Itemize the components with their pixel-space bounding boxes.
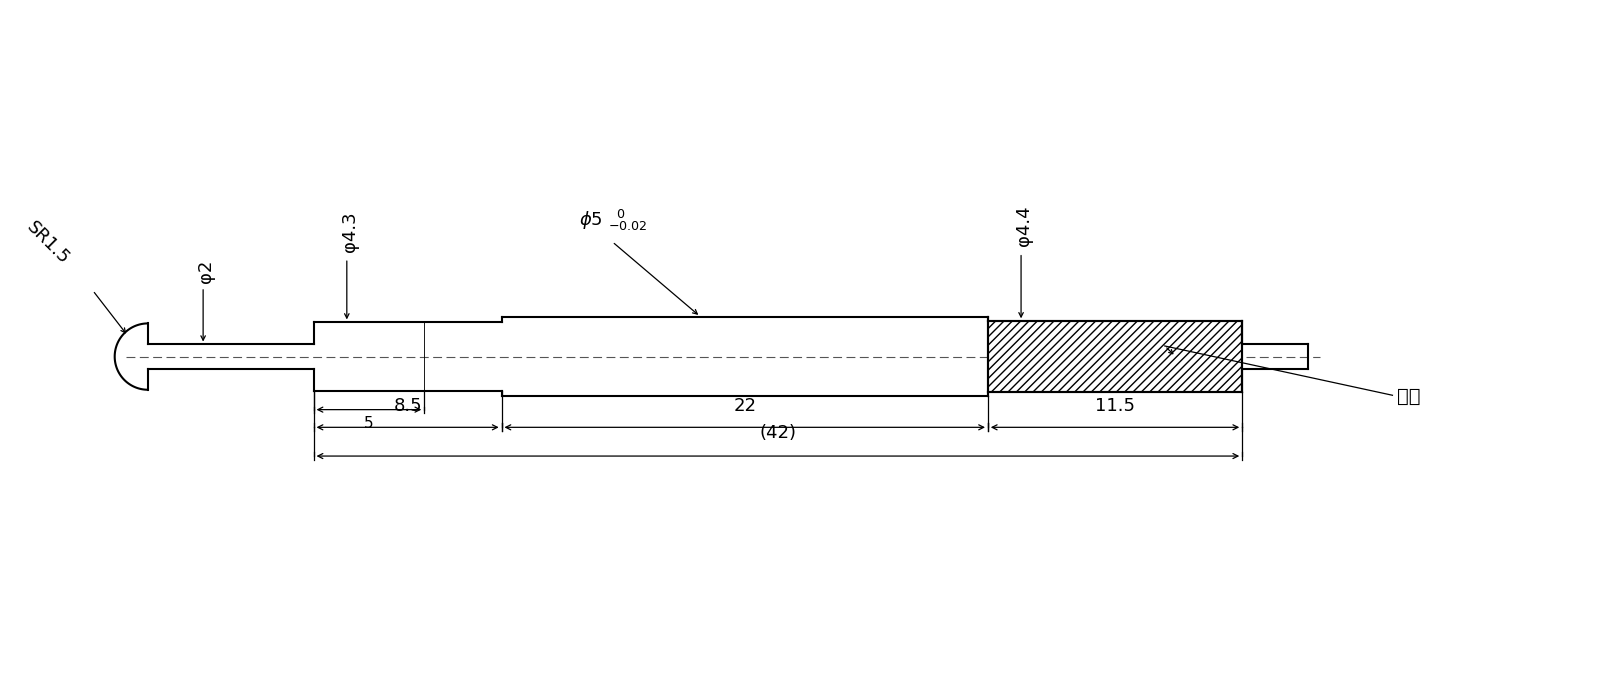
Text: 22: 22 bbox=[733, 397, 757, 415]
Text: 11.5: 11.5 bbox=[1094, 397, 1134, 415]
Text: (42): (42) bbox=[760, 424, 797, 442]
Text: $\phi 5\ ^{\ \ 0}_{-0.02}$: $\phi 5\ ^{\ \ 0}_{-0.02}$ bbox=[579, 207, 648, 233]
Text: 樹脂: 樹脂 bbox=[1397, 387, 1421, 406]
Text: φ4.3: φ4.3 bbox=[341, 211, 358, 252]
Text: 5: 5 bbox=[365, 416, 374, 431]
Text: SR1.5: SR1.5 bbox=[24, 218, 74, 268]
Text: 8.5: 8.5 bbox=[394, 397, 422, 415]
Text: φ4.4: φ4.4 bbox=[1016, 205, 1034, 246]
Bar bbox=[987, 321, 1242, 392]
Text: φ2: φ2 bbox=[197, 259, 216, 282]
